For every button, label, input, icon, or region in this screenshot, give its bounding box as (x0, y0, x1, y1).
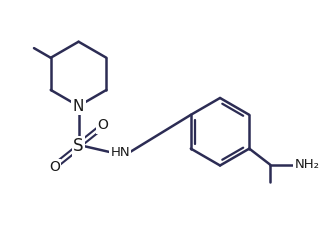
Text: O: O (97, 118, 108, 132)
Text: NH₂: NH₂ (294, 158, 319, 171)
Text: HN: HN (111, 146, 130, 159)
Text: S: S (73, 137, 84, 155)
Text: O: O (49, 160, 60, 174)
Text: N: N (73, 99, 84, 114)
